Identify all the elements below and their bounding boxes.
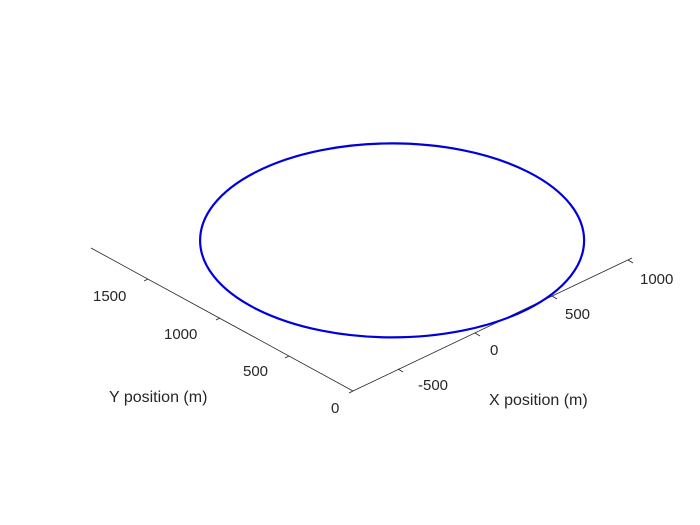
x-tick-label: 0 [490, 342, 498, 359]
x-tick-label: 1000 [640, 271, 673, 288]
y-tick-mark [215, 317, 221, 321]
x-tick-label: 500 [565, 306, 590, 323]
x-axis-line [352, 257, 633, 392]
x-tick-label: -500 [418, 377, 448, 394]
x-tick-mark [551, 295, 558, 300]
y-tick-mark [348, 390, 354, 394]
x-tick-mark [627, 259, 634, 264]
y-tick-mark [284, 355, 290, 359]
y-tick-label: 1000 [164, 326, 197, 343]
y-tick-label: 0 [331, 400, 339, 417]
x-tick-mark [397, 368, 404, 373]
y-axis-label: Y position (m) [109, 389, 207, 406]
y-tick-label: 1500 [93, 288, 126, 305]
y-tick-mark [143, 278, 149, 282]
y-axis-line [90, 247, 354, 392]
y-tick-label: 500 [243, 363, 268, 380]
trajectory-line [199, 142, 586, 339]
x-tick-mark [474, 332, 481, 337]
x-axis-label: X position (m) [489, 392, 588, 409]
